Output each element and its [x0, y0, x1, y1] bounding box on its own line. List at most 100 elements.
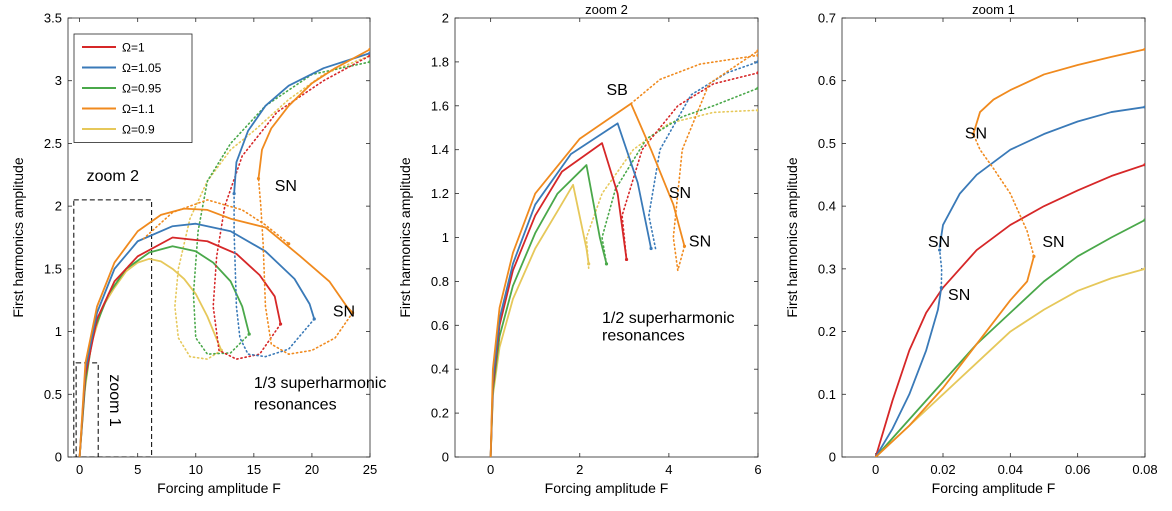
x-axis-label: Forcing amplitude F: [932, 480, 1056, 496]
series-line: [630, 54, 758, 105]
series-line: [972, 133, 1035, 258]
annotation-label: 1/2 superharmonic: [602, 310, 735, 327]
y-tick-label: 0.5: [44, 387, 62, 402]
annotation-label: SN: [965, 125, 987, 142]
series-line: [621, 72, 758, 261]
y-tick-label: 0: [829, 450, 836, 465]
plot-frame: [454, 17, 759, 458]
series-line: [585, 109, 758, 270]
series-line: [192, 61, 370, 355]
series-line: [874, 255, 1035, 457]
series-line: [874, 267, 1145, 457]
annotation-label: SN: [333, 304, 355, 321]
y-axis-label: First harmonics amplitude: [784, 157, 800, 317]
panel-forcing-response-full: 0 5 10 15 20 25 0 0.5 1 1.5 2 2.5 3 3.5 Forcing amplit…: [10, 11, 386, 497]
y-tick-label: 0.7: [818, 11, 836, 26]
x-tick-label: 25: [363, 462, 377, 477]
y-tick-label: 1: [442, 230, 449, 245]
bifurcation-point: [1143, 105, 1145, 109]
series-line: [489, 122, 652, 457]
series-line: [257, 177, 354, 355]
bifurcation-point: [1143, 163, 1145, 167]
x-tick-label: 0.04: [998, 462, 1023, 477]
bifurcation-point: [368, 60, 370, 64]
y-tick-label: 1.2: [431, 186, 449, 201]
series-line: [874, 286, 943, 457]
bifurcation-point: [1143, 267, 1145, 271]
y-tick-label: 1.5: [44, 261, 62, 276]
series-line: [142, 199, 290, 245]
series-line: [874, 163, 1145, 457]
x-tick-label: 5: [134, 462, 141, 477]
bifurcation-point: [287, 242, 291, 246]
y-tick-label: 0.6: [431, 318, 449, 333]
series-line: [938, 106, 1145, 248]
bifurcation-point: [756, 108, 758, 112]
x-tick-label: 10: [189, 462, 203, 477]
y-axis-label: First harmonics amplitude: [10, 157, 26, 317]
annotation-label: zoom 2: [87, 168, 140, 185]
y-tick-label: 0.8: [431, 274, 449, 289]
series-line: [648, 61, 758, 250]
x-tick-label: 20: [305, 462, 319, 477]
series-line: [233, 192, 316, 358]
bifurcation-point: [368, 51, 370, 55]
y-tick-label: 0: [442, 450, 449, 465]
x-tick-label: 0.02: [930, 462, 955, 477]
y-tick-label: 0.6: [818, 73, 836, 88]
y-tick-label: 0.1: [818, 387, 836, 402]
y-tick-label: 2: [55, 199, 62, 214]
bifurcation-point: [368, 54, 370, 58]
series-line: [257, 48, 370, 180]
panel-zoom-2: 0 2 4 6 0 0.2 0.4 0.6 0.8 1 1.2 1.4 1.6 1.8 2 Forcing a…: [397, 2, 762, 496]
series-line: [672, 50, 758, 272]
x-tick-label: 2: [576, 462, 583, 477]
x-tick-label: 0.06: [1065, 462, 1090, 477]
x-tick-label: 0.08: [1132, 462, 1157, 477]
legend-label: Ω=1: [122, 41, 145, 55]
annotation-label: resonances: [254, 396, 337, 413]
series-line: [972, 48, 1145, 135]
bifurcation-point: [938, 248, 942, 252]
bifurcation-point: [649, 246, 653, 251]
plot-area: [73, 47, 370, 457]
legend-label: Ω=0.95: [122, 82, 162, 96]
bifurcation-point: [756, 60, 758, 64]
legend-label: Ω=1.05: [122, 61, 162, 75]
x-tick-label: 0: [76, 462, 83, 477]
legend: Ω=1 Ω=1.05 Ω=0.95 Ω=1.1 Ω=0.9: [73, 33, 193, 143]
y-tick-label: 1: [55, 324, 62, 339]
series-line: [874, 219, 1145, 457]
series-line: [233, 52, 370, 195]
annotation-label: SN: [1042, 234, 1064, 251]
y-tick-label: 1.8: [431, 54, 449, 69]
x-tick-label: 0: [487, 462, 494, 477]
x-tick-label: 6: [754, 462, 761, 477]
series-line: [78, 222, 316, 457]
y-tick-label: 3.5: [44, 11, 62, 26]
x-tick-label: 15: [247, 462, 261, 477]
y-tick-label: 2.5: [44, 136, 62, 151]
series-line: [489, 102, 686, 457]
legend-label: Ω=1.1: [122, 102, 155, 116]
panel-zoom-1: 0 0.02 0.04 0.06 0.08 0 0.1 0.2 0.3 0.4 0.5 0.6 0.7 F…: [784, 2, 1158, 496]
y-tick-label: 2: [442, 11, 449, 26]
panel-title: zoom 2: [585, 2, 628, 17]
annotation-label: SN: [948, 287, 970, 304]
legend-label: Ω=0.9: [122, 123, 155, 137]
bifurcation-point: [1143, 47, 1145, 51]
y-tick-label: 0.2: [431, 406, 449, 421]
annotation-label: SN: [928, 234, 950, 251]
y-tick-label: 3: [55, 73, 62, 88]
bifurcation-point: [368, 47, 370, 51]
bifurcation-point: [1143, 218, 1145, 222]
y-tick-label: 1.4: [431, 142, 449, 157]
annotation-label: SN: [689, 233, 711, 250]
y-tick-label: 0.3: [818, 261, 836, 276]
y-tick-label: 0.4: [431, 362, 449, 377]
y-tick-label: 0.4: [818, 199, 836, 214]
x-axis-label: Forcing amplitude F: [157, 480, 281, 496]
annotation-label: SN: [669, 185, 691, 202]
y-tick-label: 1.6: [431, 98, 449, 113]
